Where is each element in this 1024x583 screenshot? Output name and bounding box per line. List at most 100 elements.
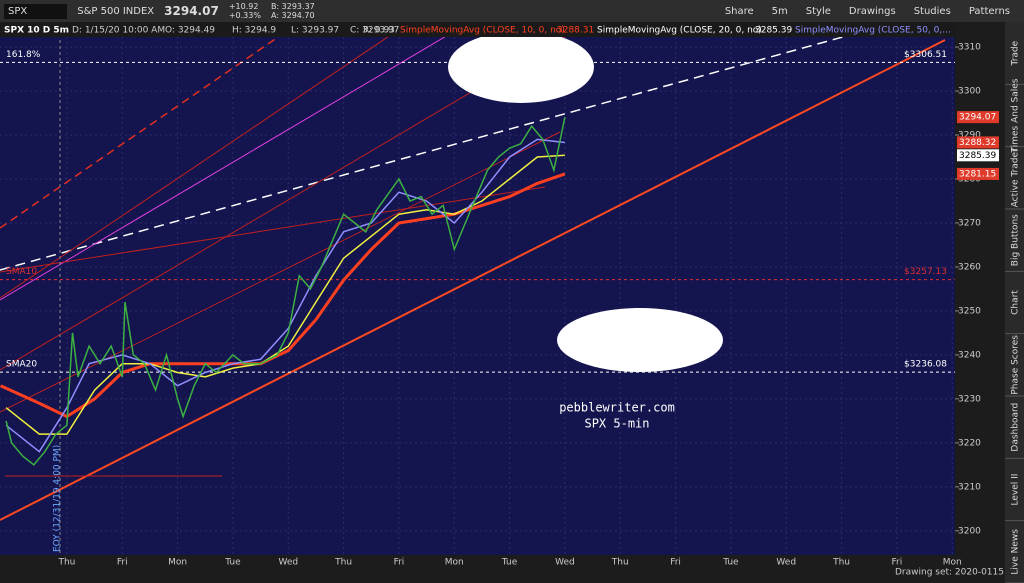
y-tick-label: 3210: [958, 482, 981, 492]
x-tick-label: Fri: [117, 558, 128, 568]
side-tab[interactable]: Trade: [1011, 40, 1021, 66]
level-label: SMA20: [6, 360, 37, 370]
y-tick-label: 3310: [958, 43, 981, 53]
x-tick-label: Thu: [334, 558, 352, 568]
price-badge-label: 3288.32: [959, 138, 996, 148]
price-badge: [957, 149, 999, 162]
x-tick-label: Tue: [224, 558, 241, 568]
sma-line: [0, 172, 566, 419]
price-badge-label: 3285.39: [959, 151, 996, 161]
x-tick-label: Fri: [670, 558, 681, 568]
level-label: 161.8%: [6, 50, 41, 60]
level-label: SMA10: [6, 267, 37, 277]
y-tick-label: 3220: [958, 438, 981, 448]
grid: [0, 37, 955, 555]
price-badge-label: 3281.15: [959, 169, 996, 179]
trend-line: [0, 131, 561, 413]
ask: A: 3294.70: [270, 11, 315, 20]
study-value: 3288.31: [557, 26, 594, 36]
eoy-label: EOY (12/31/19 4:00 PM): [53, 445, 63, 552]
toolbar-button[interactable]: 5m: [771, 5, 788, 17]
drawings: [0, 22, 946, 555]
last-price: 3294.07: [164, 4, 219, 18]
x-tick-label: Fri: [892, 558, 903, 568]
y-tick-label: 3240: [958, 350, 981, 360]
x-tick-label: Wed: [278, 558, 298, 568]
side-tab[interactable]: Active Trader: [1011, 148, 1021, 207]
level-value: $3236.08: [904, 360, 947, 370]
sma-line: [5, 138, 565, 453]
drawing-set: Drawing set: 2020-0115: [895, 568, 1004, 578]
trend-line: [0, 39, 946, 521]
quote: B: 3293.37 A: 3294.70: [271, 2, 315, 20]
side-tab[interactable]: Big Buttons: [1011, 214, 1021, 266]
y-tick-label: 3290: [958, 131, 981, 141]
x-tick-label: Mon: [168, 558, 187, 568]
toolbar-button[interactable]: Drawings: [848, 5, 896, 17]
x-tick-label: Thu: [611, 558, 629, 568]
study-value: 3285.39: [755, 26, 792, 36]
change-pct: +0.33%: [228, 11, 261, 20]
description: S&P 500 INDEX: [77, 5, 155, 17]
toolbar-button[interactable]: Share: [724, 5, 754, 17]
y-tick-label: 3270: [958, 218, 981, 228]
study-label: SimpleMovingAvg (CLOSE, 50, 0,...: [795, 26, 951, 36]
info-symbol: SPX 10 D 5m: [4, 26, 69, 36]
price-badge: [957, 167, 999, 180]
highlight-ellipse: [557, 308, 723, 372]
side-tab[interactable]: Times And Sales: [1011, 78, 1021, 153]
x-tick-label: Thu: [57, 558, 75, 568]
study-label: SimpleMovingAvg (CLOSE, 10, 0, no): [400, 26, 565, 36]
info-range: R: 0.93: [363, 26, 395, 36]
price-badge: [957, 111, 999, 124]
info-date: D: 1/15/20 10:00 AM: [72, 26, 165, 36]
price-line: [5, 116, 566, 466]
x-tick-label: Fri: [394, 558, 405, 568]
side-tab[interactable]: Phase Scores: [1011, 335, 1021, 395]
x-tick-label: Wed: [555, 558, 575, 568]
level-value: $3257.13: [904, 267, 947, 277]
x-tick-label: Mon: [445, 558, 464, 568]
info-open: O: 3294.49: [165, 26, 215, 36]
time-axis-bg: [0, 555, 1005, 583]
info-low: L: 3293.97: [291, 26, 339, 36]
symbol-box[interactable]: SPX: [4, 3, 68, 19]
toolbar-button[interactable]: Studies: [913, 5, 951, 17]
trend-line: [0, 22, 301, 229]
x-tick-label: Wed: [776, 558, 796, 568]
level-value: $3306.51: [904, 50, 947, 60]
highlight-ellipse: [448, 31, 594, 103]
info-close: C: 3293.97: [350, 26, 399, 36]
side-panel: [1005, 22, 1024, 583]
side-tab[interactable]: Dashboard: [1011, 403, 1021, 452]
toolbar-button[interactable]: Patterns: [968, 5, 1010, 17]
toolbar-button[interactable]: Style: [805, 5, 831, 17]
x-tick-label: Tue: [501, 558, 518, 568]
info-high: H: 3294.9: [232, 26, 276, 36]
trend-line: [0, 186, 546, 273]
bid: B: 3293.37: [270, 2, 315, 11]
trend-line: [0, 22, 471, 301]
side-tab[interactable]: Level II: [1011, 474, 1021, 506]
x-tick-label: Tue: [722, 558, 739, 568]
info-bg: [0, 22, 955, 37]
side-tab[interactable]: Live News: [1011, 529, 1021, 575]
watermark: pebblewriter.com: [559, 401, 675, 415]
y-tick-label: 3260: [958, 262, 981, 272]
side-tab[interactable]: Chart: [1011, 290, 1021, 315]
x-tick-label: Thu: [832, 558, 850, 568]
price-badge: [957, 136, 999, 149]
x-tick-label: Mon: [943, 558, 962, 568]
change: +10.92 +0.33%: [229, 2, 261, 20]
y-tick-label: 3250: [958, 306, 981, 316]
price-badge-label: 3294.07: [959, 113, 996, 123]
y-tick-label: 3300: [958, 87, 981, 97]
toolbar-buttons: Share 5m Style Drawings Studies Patterns: [725, 6, 1010, 17]
watermark: SPX 5-min: [584, 417, 649, 431]
price-axis-bg: [955, 22, 1005, 555]
chart: EOY (12/31/19 4:00 PM) pebblewriter.com …: [0, 22, 1024, 583]
toolbar: SPX S&P 500 INDEX 3294.07 +10.92 +0.33% B…: [0, 0, 1024, 22]
y-tick-label: 3230: [958, 394, 981, 404]
